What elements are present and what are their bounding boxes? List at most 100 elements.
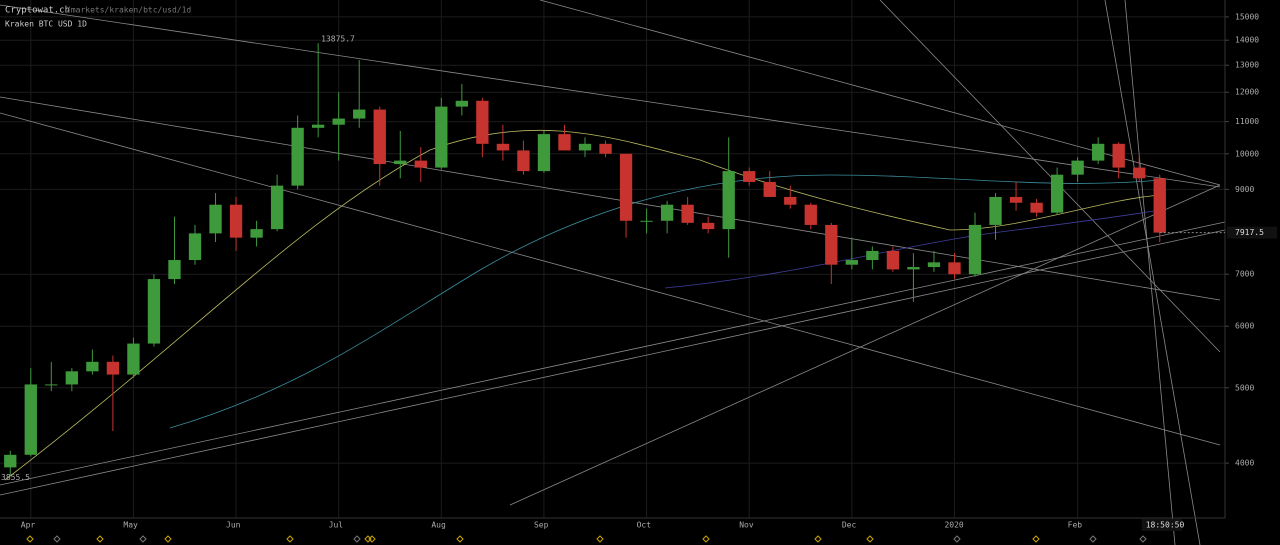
candle-body	[640, 220, 653, 222]
candle-body	[394, 160, 407, 165]
y-tick-label: 6000	[1235, 322, 1254, 331]
time-label: 18:50:50	[1146, 521, 1185, 530]
y-tick-label: 14000	[1235, 36, 1259, 45]
event-marker	[96, 535, 104, 543]
event-marker	[1139, 535, 1147, 543]
x-tick-label: Nov	[739, 521, 754, 530]
candle-body	[476, 100, 489, 144]
candle-body	[250, 229, 263, 238]
candle-body	[291, 127, 304, 186]
candle-body	[763, 181, 776, 197]
grid	[0, 0, 1225, 518]
event-marker	[368, 535, 376, 543]
candle-body	[86, 361, 99, 372]
candle-body	[948, 262, 961, 275]
candle-body	[1009, 196, 1023, 203]
x-tick-label: Jul	[329, 521, 344, 530]
trend-line	[0, 4, 1221, 188]
last-price-label: 7917.5	[1235, 228, 1264, 237]
candle-body	[1133, 167, 1146, 179]
candle-body	[106, 361, 120, 375]
y-tick-label: 11000	[1235, 117, 1259, 126]
candle-body	[24, 384, 37, 455]
candle-body	[702, 222, 715, 230]
candle-body	[312, 124, 325, 128]
x-tick-label: Oct	[637, 521, 652, 530]
trend-line	[0, 229, 1226, 496]
event-marker	[702, 535, 710, 543]
candle-body	[1153, 178, 1166, 233]
candle-body	[619, 153, 633, 221]
trend-line	[1124, 0, 1176, 545]
y-tick-label: 13000	[1235, 61, 1259, 70]
candle-body	[455, 100, 468, 107]
trend-line	[1104, 0, 1201, 545]
candle-body	[743, 171, 756, 182]
candle-body	[517, 150, 530, 172]
event-marker	[596, 535, 604, 543]
candle-body	[1092, 143, 1105, 161]
time-box	[1141, 519, 1182, 531]
candle-body	[907, 267, 920, 270]
event-marker	[26, 535, 34, 543]
event-marker	[814, 535, 822, 543]
event-marker	[139, 535, 147, 543]
candle-body	[825, 224, 838, 265]
trend-line	[879, 0, 1221, 353]
candle-body	[414, 160, 427, 168]
candle-body	[373, 109, 386, 165]
candle-body	[209, 204, 222, 234]
x-tick-label: May	[123, 521, 138, 530]
y-tick-label: 9000	[1235, 185, 1254, 194]
candle-body	[578, 143, 592, 151]
candle-body	[866, 250, 879, 261]
candle-body	[784, 196, 797, 205]
moving-average	[664, 209, 1161, 289]
x-tick-label: Sep	[534, 521, 549, 530]
chart-title: Kraken BTC USD 1D	[5, 20, 87, 29]
candle-body	[332, 118, 345, 125]
event-marker	[53, 535, 61, 543]
x-tick-label: Dec	[842, 521, 857, 530]
candle-body	[886, 250, 900, 270]
candle-body	[45, 384, 58, 386]
y-tick-label: 4000	[1235, 459, 1254, 468]
candle-body	[147, 279, 161, 344]
event-marker	[456, 535, 464, 543]
site-path: /markets/kraken/btc/usd/1d	[66, 6, 191, 15]
candle-body	[845, 260, 858, 265]
trend-line	[0, 221, 1226, 486]
candle-body	[127, 343, 140, 375]
trend-line	[539, 0, 1221, 186]
candle-body	[804, 204, 817, 225]
last-price-box	[1227, 226, 1277, 239]
candle-body	[989, 196, 1002, 225]
candle-body	[537, 134, 551, 172]
x-tick-label: 2020	[944, 521, 963, 530]
candle-body	[660, 204, 674, 221]
candle-body	[188, 233, 202, 261]
candle-body	[1050, 174, 1064, 213]
candle-body	[558, 134, 571, 151]
x-tick-label: Aug	[431, 521, 446, 530]
y-tick-label: 10000	[1235, 149, 1259, 158]
high-label: 13875.7	[321, 35, 355, 44]
candle-body	[599, 143, 612, 154]
low-label: 3855.5	[1, 473, 30, 482]
y-tick-label: 12000	[1235, 88, 1259, 97]
candle-body	[65, 371, 78, 385]
event-marker	[953, 535, 961, 543]
event-marker	[353, 535, 361, 543]
trend-line	[509, 184, 1221, 506]
candle-body	[927, 262, 941, 268]
event-marker	[1032, 535, 1040, 543]
y-tick-label: 7000	[1235, 270, 1254, 279]
candle-body	[435, 106, 448, 168]
trend-lines	[0, 0, 1226, 545]
moving-average	[169, 174, 1161, 429]
candles	[4, 43, 1166, 476]
candle-body	[681, 204, 694, 223]
